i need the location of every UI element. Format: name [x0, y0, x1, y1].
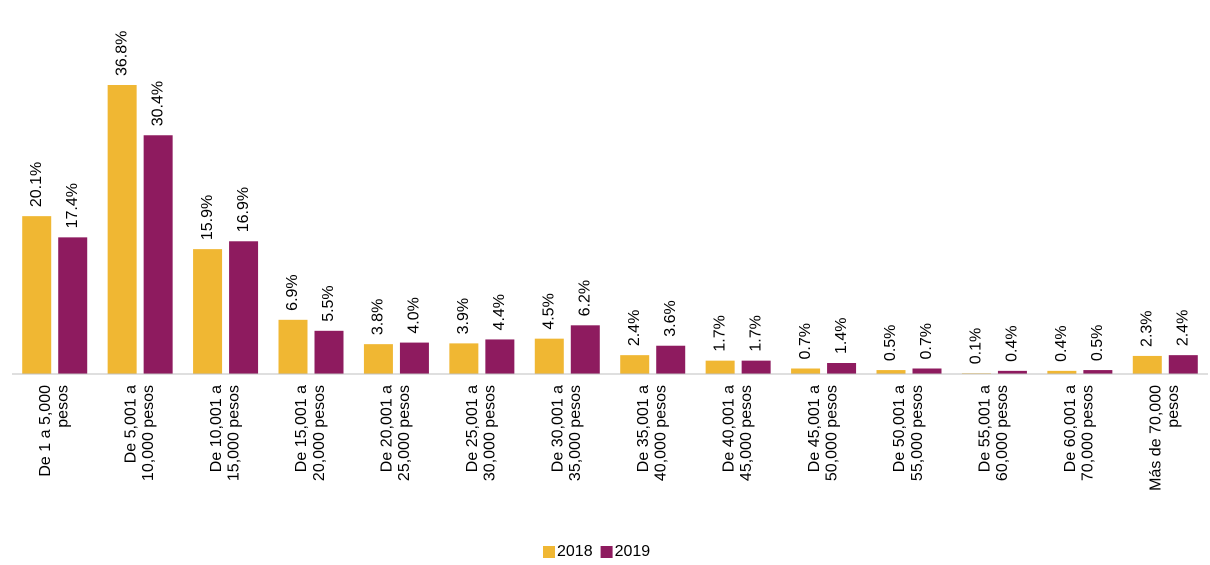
- bar: [143, 135, 173, 374]
- x-tick-label: De 20,001 a25,000 pesos: [379, 385, 414, 481]
- bar: [534, 338, 564, 374]
- value-label: 6.2%: [577, 280, 594, 316]
- value-label: 3.9%: [455, 298, 472, 334]
- bar: [1083, 370, 1113, 374]
- value-label: 2.3%: [1139, 310, 1156, 346]
- x-tick-label: De 35,001 a40,000 pesos: [635, 385, 670, 481]
- bar: [107, 85, 137, 374]
- bar: [485, 339, 515, 374]
- bar: [1132, 355, 1162, 374]
- x-tick-label: De 45,001 a50,000 pesos: [806, 385, 841, 481]
- value-label: 1.7%: [747, 315, 764, 351]
- x-tick-label: Más de 70,000pesos: [1148, 385, 1183, 491]
- value-label: 0.1%: [968, 328, 985, 364]
- x-tick-label: De 25,001 a30,000 pesos: [464, 385, 499, 481]
- legend-label: 2019: [615, 543, 651, 560]
- bar: [876, 370, 906, 374]
- legend-label: 2018: [557, 543, 593, 560]
- x-tick-label: De 55,001 a60,000 pesos: [977, 385, 1012, 481]
- value-label: 4.5%: [541, 293, 558, 329]
- bar: [58, 237, 88, 374]
- value-label: 4.0%: [406, 297, 423, 333]
- value-label: 3.8%: [370, 299, 387, 335]
- x-tick-label: De 10,001 a15,000 pesos: [208, 385, 243, 481]
- value-label: 0.4%: [1004, 325, 1021, 361]
- bar: [363, 344, 393, 374]
- value-label: 36.8%: [113, 31, 130, 76]
- bar: [705, 360, 735, 374]
- bar: [193, 249, 223, 374]
- value-label: 2.4%: [626, 310, 643, 346]
- value-label: 2.4%: [1175, 310, 1192, 346]
- bar: [22, 216, 52, 374]
- value-label: 4.4%: [491, 294, 508, 330]
- x-tick-label: De 1 a 5,000pesos: [37, 385, 72, 477]
- value-label: 6.9%: [284, 274, 301, 310]
- x-tick-label: De 60,001 a70,000 pesos: [1062, 385, 1097, 481]
- value-label: 17.4%: [64, 183, 81, 228]
- bar: [656, 345, 686, 374]
- bar: [570, 325, 600, 374]
- bar: [314, 330, 344, 374]
- value-label: 5.5%: [320, 285, 337, 321]
- value-label: 0.5%: [882, 325, 899, 361]
- bar: [1047, 370, 1077, 374]
- value-label: 0.5%: [1089, 325, 1106, 361]
- x-tick-label: De 5,001 a10,000 pesos: [123, 385, 158, 481]
- bar: [229, 241, 259, 374]
- bar: [912, 368, 942, 374]
- bar: [741, 360, 771, 374]
- value-label: 1.4%: [833, 318, 850, 354]
- bar: [1168, 355, 1198, 374]
- value-label: 20.1%: [28, 162, 45, 207]
- value-label: 1.7%: [711, 315, 728, 351]
- value-label: 15.9%: [199, 195, 216, 240]
- value-label: 3.6%: [662, 300, 679, 336]
- x-tick-label: De 40,001 a45,000 pesos: [721, 385, 756, 481]
- bar: [620, 355, 650, 374]
- bar: [997, 370, 1027, 374]
- value-label: 0.7%: [797, 323, 814, 359]
- x-tick-label: De 30,001 a35,000 pesos: [550, 385, 585, 481]
- bar: [399, 342, 429, 374]
- value-label: 16.9%: [235, 187, 252, 232]
- value-label: 30.4%: [149, 81, 166, 126]
- bar: [791, 368, 821, 374]
- bar: [449, 343, 479, 374]
- legend-swatch: [543, 546, 555, 558]
- value-label: 0.7%: [918, 323, 935, 359]
- x-tick-label: De 15,001 a20,000 pesos: [293, 385, 328, 481]
- x-tick-label: De 50,001 a55,000 pesos: [891, 385, 926, 481]
- bar: [278, 319, 308, 374]
- legend-swatch: [600, 546, 613, 558]
- value-label: 0.4%: [1053, 325, 1070, 361]
- bar: [827, 363, 857, 374]
